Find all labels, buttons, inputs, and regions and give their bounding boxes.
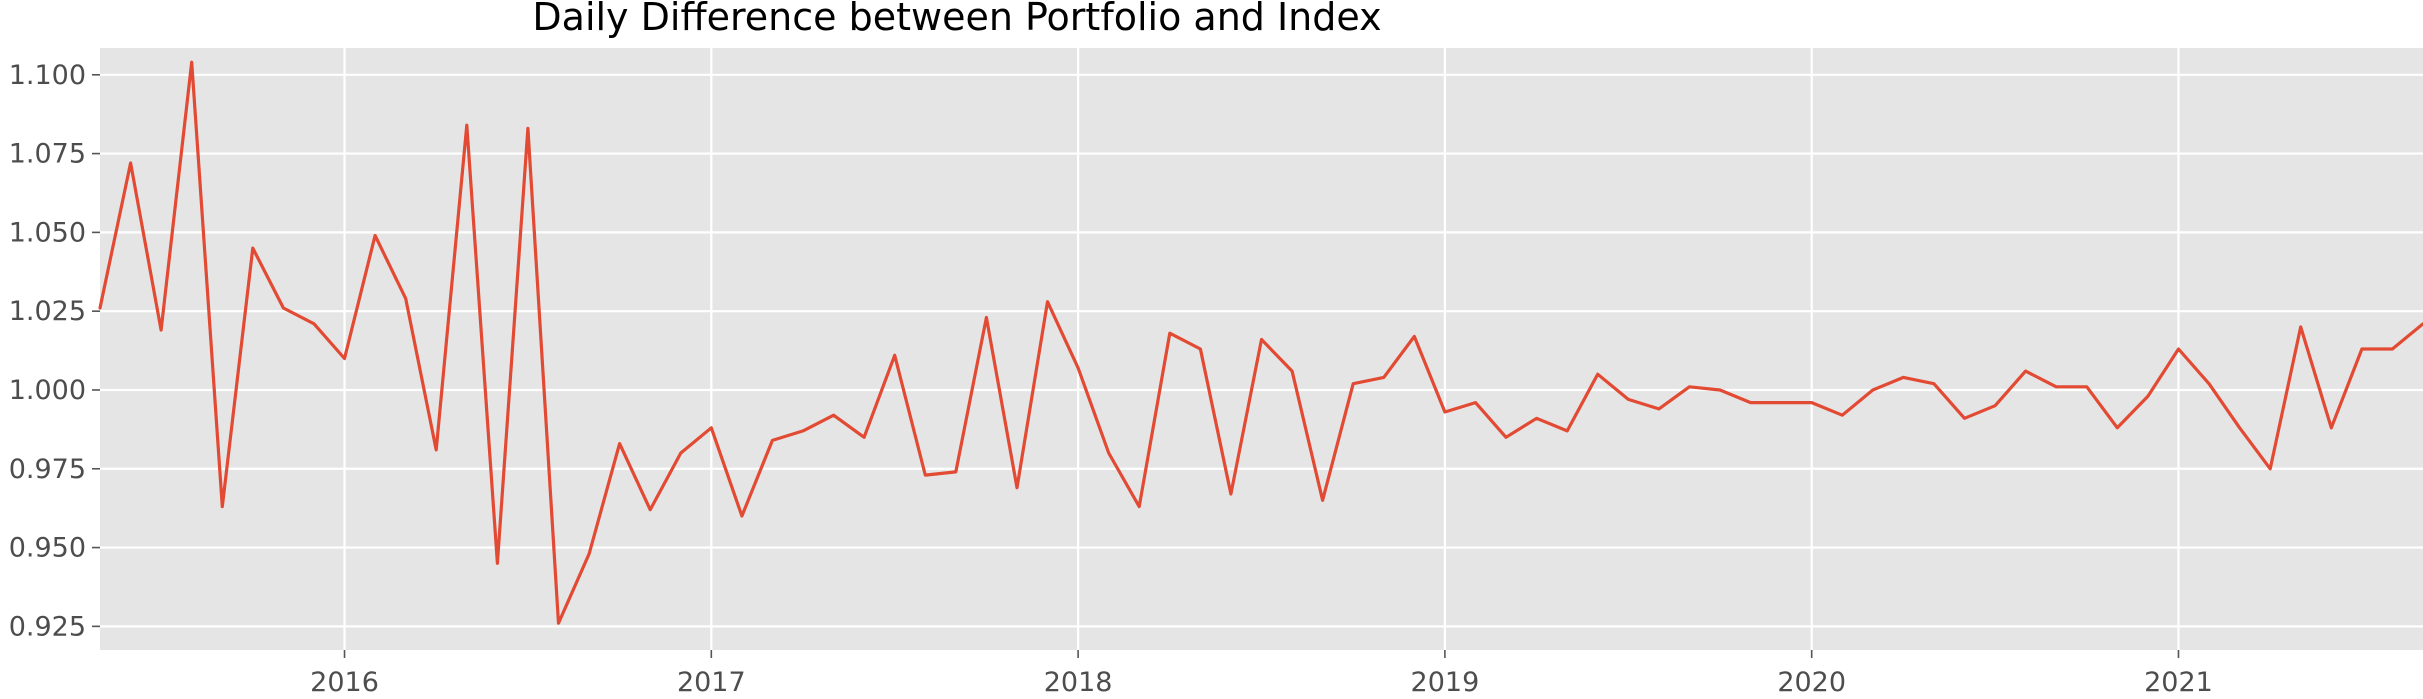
series-line	[98, 60, 2423, 625]
y-tick-label: 1.050	[9, 217, 86, 248]
chart-title: Daily Difference between Portfolio and I…	[532, 0, 1381, 39]
axis-ticks: 0.925 0.950 0.975 1.000 1.025 1.050 1.075 1.100…	[9, 60, 2213, 698]
x-tick-label: 2019	[1411, 667, 1480, 698]
series-layer	[98, 60, 2423, 625]
x-tick-label: 2020	[1777, 667, 1846, 698]
y-tick-label: 1.100	[9, 60, 86, 91]
plot-area	[100, 48, 2423, 650]
y-tick-label: 1.075	[9, 139, 86, 170]
x-tick-label: 2021	[2144, 667, 2213, 698]
x-tick-label: 2016	[310, 667, 379, 698]
y-tick-label: 0.950	[9, 533, 86, 564]
x-tick-label: 2017	[677, 667, 746, 698]
y-tick-label: 1.025	[9, 296, 86, 327]
y-tick-label: 1.000	[9, 375, 86, 406]
y-tick-label: 0.975	[9, 454, 86, 485]
x-tick-label: 2018	[1044, 667, 1113, 698]
y-tick-label: 0.925	[9, 611, 86, 642]
